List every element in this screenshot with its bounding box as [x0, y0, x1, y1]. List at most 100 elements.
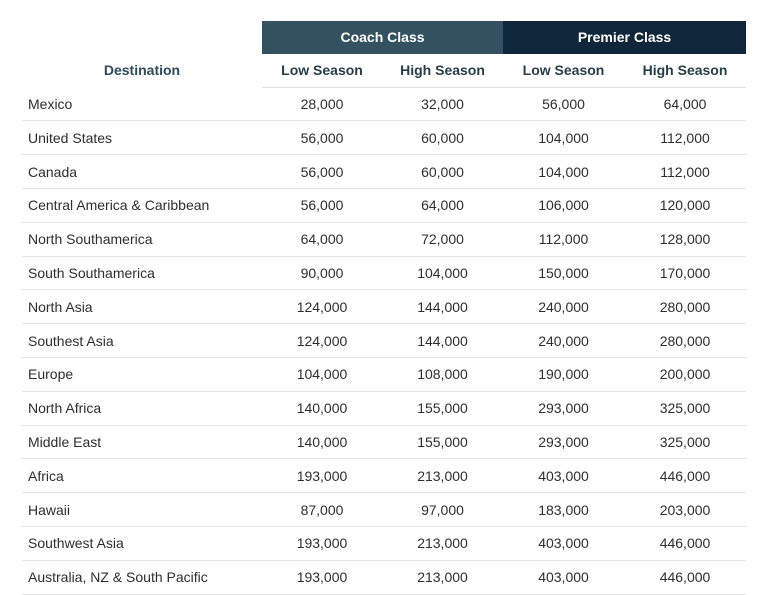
award-table: Coach Class Premier Class Destination Low S…: [22, 21, 747, 595]
column-header: High Season: [382, 53, 504, 88]
destination: Mexico: [22, 87, 262, 122]
miles: 280,000: [624, 323, 747, 358]
miles: 56,000: [262, 120, 382, 156]
destination: South Southamerica: [22, 256, 262, 291]
miles: 280,000: [624, 289, 747, 325]
miles: 56,000: [262, 154, 382, 189]
destination: Middle East: [22, 425, 262, 460]
destination: Southwest Asia: [22, 526, 262, 561]
miles: 32,000: [382, 87, 504, 122]
table-row: Africa 193,000 213,000 403,000 446,000: [22, 458, 747, 494]
destination: United States: [22, 120, 262, 156]
table-row: Australia, NZ & South Pacific 193,000 213,…: [22, 560, 747, 595]
miles: 112,000: [503, 222, 625, 257]
miles: 155,000: [382, 391, 504, 426]
miles: 446,000: [624, 458, 747, 494]
miles: 213,000: [382, 526, 504, 561]
group-header: Premier Class: [503, 21, 747, 54]
table-body: Mexico 28,000 32,000 56,000 64,000 United Sta…: [22, 87, 747, 595]
table-row: South Southamerica 90,000 104,000 150,000 17…: [22, 256, 747, 291]
miles: 193,000: [262, 526, 382, 561]
table-row: Canada 56,000 60,000 104,000 112,000: [22, 154, 747, 189]
destination: Southest Asia: [22, 323, 262, 358]
miles: 64,000: [382, 188, 504, 223]
miles: 213,000: [382, 458, 504, 494]
miles: 120,000: [624, 188, 747, 223]
miles: 240,000: [503, 289, 625, 325]
miles: 293,000: [503, 425, 625, 460]
miles: 106,000: [503, 188, 625, 223]
miles: 193,000: [262, 458, 382, 494]
column-header-row: Destination Low Season High Season Low Seas…: [22, 53, 747, 88]
table-row: Southest Asia 124,000 144,000 240,000 280,00…: [22, 323, 747, 358]
miles: 190,000: [503, 357, 625, 392]
miles: 155,000: [382, 425, 504, 460]
miles: 240,000: [503, 323, 625, 358]
miles: 87,000: [262, 492, 382, 527]
miles: 60,000: [382, 120, 504, 156]
miles: 112,000: [624, 154, 747, 189]
miles: 56,000: [262, 188, 382, 223]
miles: 112,000: [624, 120, 747, 156]
table-row: Europe 104,000 108,000 190,000 200,000: [22, 357, 747, 392]
miles: 140,000: [262, 391, 382, 426]
miles: 108,000: [382, 357, 504, 392]
destination: Africa: [22, 458, 262, 494]
table-row: Southwest Asia 193,000 213,000 403,000 446,0…: [22, 526, 747, 561]
miles: 183,000: [503, 492, 625, 527]
destination: Canada: [22, 154, 262, 189]
destination: Hawaii: [22, 492, 262, 527]
miles: 170,000: [624, 256, 747, 291]
table-head: Coach Class Premier Class Destination Low S…: [22, 21, 747, 88]
miles: 56,000: [503, 87, 625, 122]
table-row: Central America & Caribbean 56,000 64,000 1…: [22, 188, 747, 223]
miles: 403,000: [503, 526, 625, 561]
destination: North Southamerica: [22, 222, 262, 257]
miles: 28,000: [262, 87, 382, 122]
miles: 97,000: [382, 492, 504, 527]
miles: 72,000: [382, 222, 504, 257]
miles: 325,000: [624, 391, 747, 426]
miles: 213,000: [382, 560, 504, 595]
miles: 140,000: [262, 425, 382, 460]
miles: 325,000: [624, 425, 747, 460]
destination: Australia, NZ & South Pacific: [22, 560, 262, 595]
miles: 403,000: [503, 560, 625, 595]
column-header: Low Season: [262, 53, 382, 88]
miles: 104,000: [503, 120, 625, 156]
miles: 104,000: [503, 154, 625, 189]
table-row: North Africa 140,000 155,000 293,000 325,000: [22, 391, 747, 426]
header-spacer: [22, 21, 262, 54]
miles: 203,000: [624, 492, 747, 527]
table-row: Hawaii 87,000 97,000 183,000 203,000: [22, 492, 747, 527]
destination: North Asia: [22, 289, 262, 325]
group-header: Coach Class: [262, 21, 504, 54]
miles: 104,000: [382, 256, 504, 291]
table-wrap: Coach Class Premier Class Destination Low S…: [22, 21, 747, 595]
miles: 446,000: [624, 560, 747, 595]
column-header: Destination: [103, 62, 181, 79]
table-row: North Southamerica 64,000 72,000 112,000 128…: [22, 222, 747, 257]
miles: 64,000: [262, 222, 382, 257]
miles: 200,000: [624, 357, 747, 392]
table-row: Middle East 140,000 155,000 293,000 325,000: [22, 425, 747, 460]
miles: 403,000: [503, 458, 625, 494]
column-header: Low Season: [503, 53, 625, 88]
miles: 128,000: [624, 222, 747, 257]
destination: North Africa: [22, 391, 262, 426]
miles: 64,000: [624, 87, 747, 122]
miles: 446,000: [624, 526, 747, 561]
miles: 124,000: [262, 289, 382, 325]
destination: Europe: [22, 357, 262, 392]
miles: 104,000: [262, 357, 382, 392]
miles: 90,000: [262, 256, 382, 291]
group-header-row: Coach Class Premier Class: [22, 21, 747, 54]
table-row: Mexico 28,000 32,000 56,000 64,000: [22, 87, 747, 122]
miles: 144,000: [382, 323, 504, 358]
column-header: High Season: [624, 53, 747, 88]
destination: Central America & Caribbean: [22, 188, 262, 223]
table-row: North Asia 124,000 144,000 240,000 280,000: [22, 289, 747, 325]
miles: 60,000: [382, 154, 504, 189]
miles: 124,000: [262, 323, 382, 358]
